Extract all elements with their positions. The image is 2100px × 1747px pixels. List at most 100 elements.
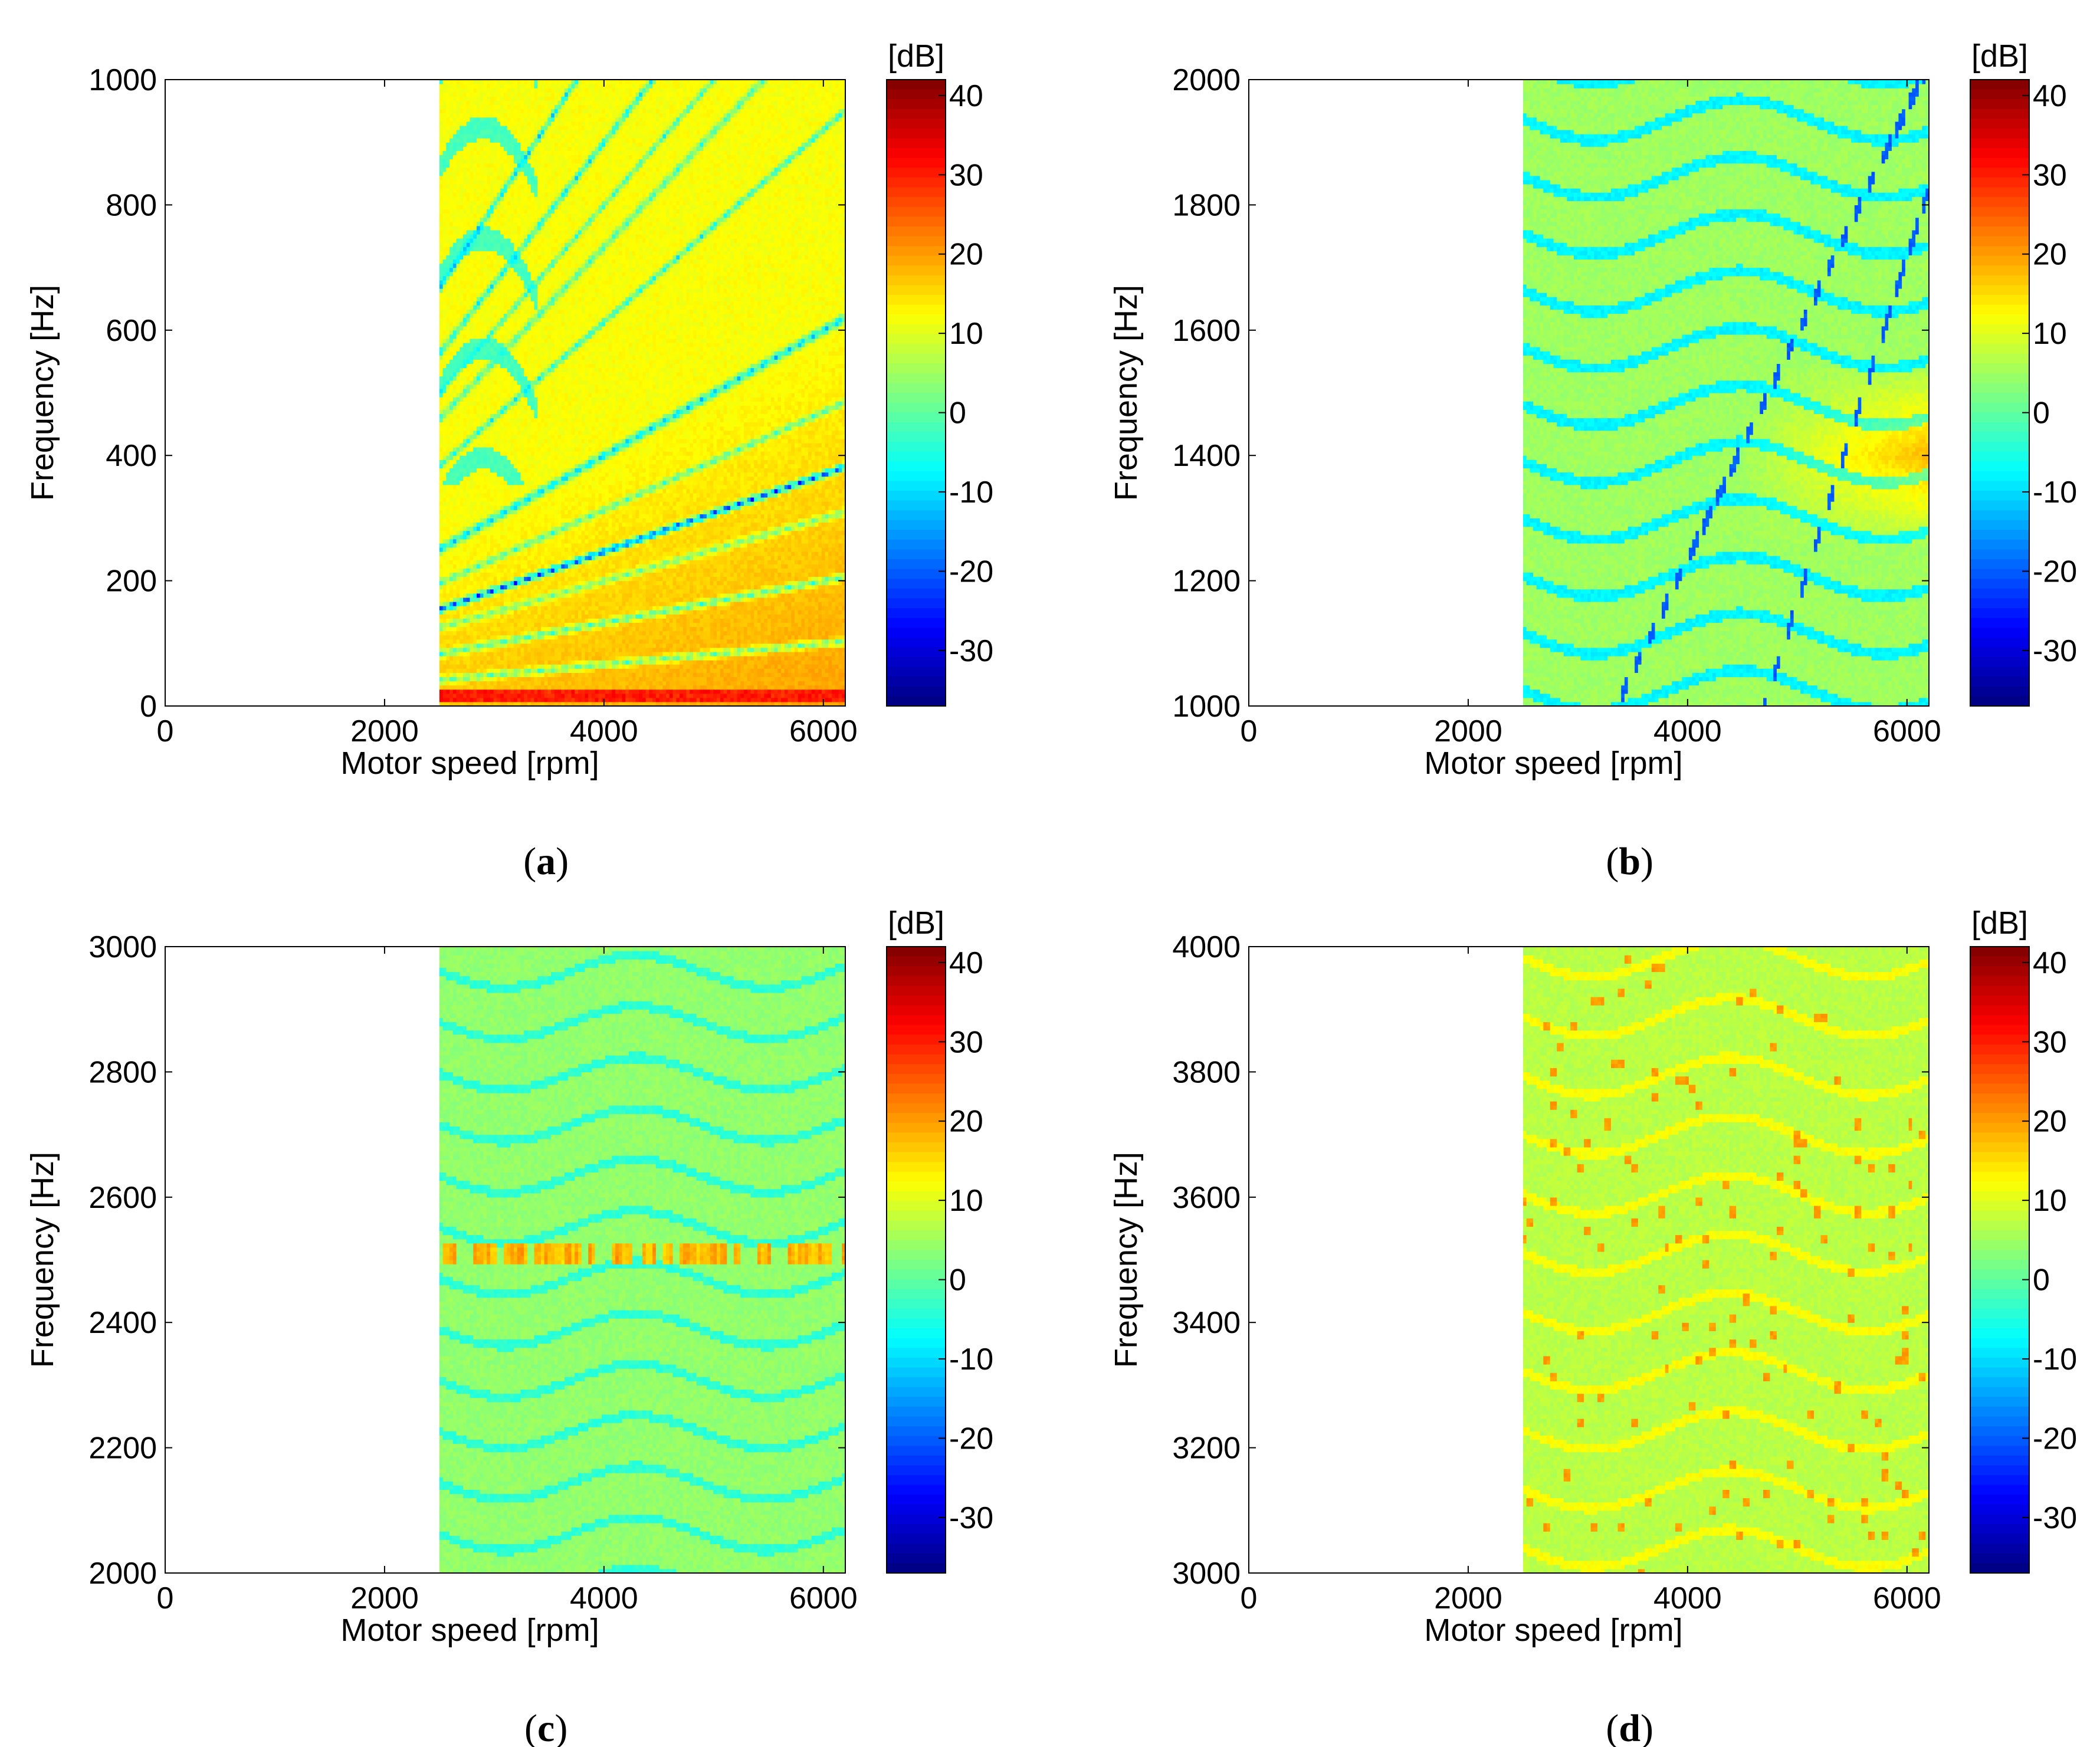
heatmap-cell [443, 393, 447, 398]
heatmap-cell [446, 652, 449, 656]
heatmap-cell [439, 109, 443, 114]
heatmap-cell [449, 238, 453, 243]
heatmap-cell [446, 489, 449, 494]
heatmap-cell [446, 413, 449, 418]
heatmap-cell [443, 656, 447, 661]
heatmap-cell [443, 251, 447, 255]
heatmap-cell [446, 268, 449, 272]
heatmap-cell [446, 481, 449, 485]
heatmap-cell [439, 514, 443, 518]
heatmap-cell [446, 113, 449, 118]
heatmap-cell [443, 694, 447, 698]
heatmap-cell [439, 368, 443, 373]
heatmap-cell [439, 485, 443, 490]
heatmap-cell [443, 380, 447, 385]
heatmap-cell [439, 477, 443, 481]
heatmap-cell [443, 355, 447, 360]
heatmap-cell [449, 389, 453, 393]
heatmap-cell [446, 606, 449, 610]
heatmap-cell [446, 472, 449, 477]
heatmap-cell [443, 443, 447, 448]
heatmap-cell [449, 313, 453, 318]
heatmap-cell [446, 301, 449, 306]
heatmap-cell [439, 585, 443, 590]
heatmap-cell [443, 405, 447, 410]
heatmap-cell [443, 585, 447, 590]
heatmap-cell [449, 489, 453, 494]
heatmap-cell [443, 272, 447, 277]
heatmap-cell [449, 631, 453, 636]
heatmap-cell [443, 172, 447, 176]
heatmap-cell [449, 251, 453, 255]
heatmap-cell [449, 472, 453, 477]
heatmap-cell [439, 539, 443, 544]
heatmap-cell [446, 80, 449, 84]
heatmap-cell [439, 355, 443, 360]
heatmap-cell [449, 405, 453, 410]
heatmap-cell [439, 305, 443, 310]
heatmap-cell [449, 518, 453, 523]
heatmap-cell [439, 159, 443, 164]
heatmap-cell [446, 92, 449, 97]
heatmap-cell [449, 522, 453, 527]
heatmap-cell [439, 535, 443, 540]
heatmap-cell [443, 497, 447, 502]
heatmap-cell [439, 163, 443, 168]
heatmap-cell [449, 652, 453, 656]
heatmap-cell [446, 477, 449, 481]
heatmap-cell [446, 418, 449, 422]
heatmap-cell [439, 280, 443, 285]
heatmap-cell [449, 351, 453, 356]
heatmap-cell [446, 359, 449, 364]
heatmap-cell [443, 109, 447, 114]
heatmap-cell [439, 88, 443, 93]
heatmap-cell [449, 309, 453, 314]
heatmap-cell [439, 363, 443, 368]
heatmap-cell [439, 276, 443, 281]
heatmap-cell [439, 284, 443, 289]
heatmap-cell [443, 318, 447, 323]
heatmap-cell [439, 639, 443, 644]
heatmap-cell [443, 593, 447, 598]
heatmap-cell [449, 681, 453, 686]
heatmap-cell [449, 334, 453, 339]
heatmap-cell [446, 385, 449, 389]
heatmap-cell [446, 622, 449, 627]
heatmap-cell [439, 150, 443, 155]
heatmap-cell [446, 656, 449, 661]
heatmap-cell [439, 192, 443, 197]
heatmap-cell [443, 543, 447, 548]
heatmap-cell [446, 121, 449, 126]
heatmap-cell [449, 581, 453, 586]
heatmap-cell [439, 489, 443, 494]
heatmap-cell [443, 472, 447, 477]
heatmap-cell [439, 168, 443, 172]
heatmap-cell [439, 685, 443, 690]
heatmap-cell [439, 664, 443, 669]
heatmap-cell [449, 431, 453, 435]
heatmap-cell [449, 355, 453, 360]
heatmap-cell [449, 288, 453, 293]
heatmap-cell [443, 168, 447, 172]
heatmap-cell [443, 614, 447, 619]
heatmap-cell [449, 435, 453, 439]
heatmap-cell [446, 597, 449, 602]
heatmap-cell [443, 531, 447, 536]
heatmap-cell [449, 230, 453, 235]
heatmap-cell [443, 163, 447, 168]
heatmap-cell [443, 660, 447, 665]
heatmap-cell [443, 242, 447, 247]
heatmap [439, 80, 846, 707]
heatmap-cell [439, 209, 443, 214]
heatmap-cell [439, 443, 443, 448]
heatmap-cell [446, 247, 449, 251]
heatmap-cell [449, 459, 453, 464]
heatmap-cell [446, 593, 449, 598]
heatmap-cell [439, 668, 443, 673]
heatmap-cell [443, 451, 447, 456]
heatmap-cell [446, 551, 449, 556]
heatmap-cell [449, 284, 453, 289]
heatmap-cell [443, 205, 447, 209]
heatmap-cell [449, 597, 453, 602]
heatmap-cell [439, 347, 443, 352]
